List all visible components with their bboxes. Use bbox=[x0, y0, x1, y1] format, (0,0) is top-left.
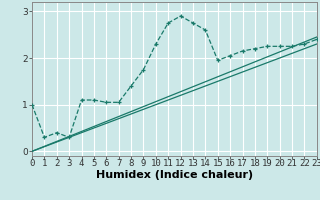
X-axis label: Humidex (Indice chaleur): Humidex (Indice chaleur) bbox=[96, 170, 253, 180]
